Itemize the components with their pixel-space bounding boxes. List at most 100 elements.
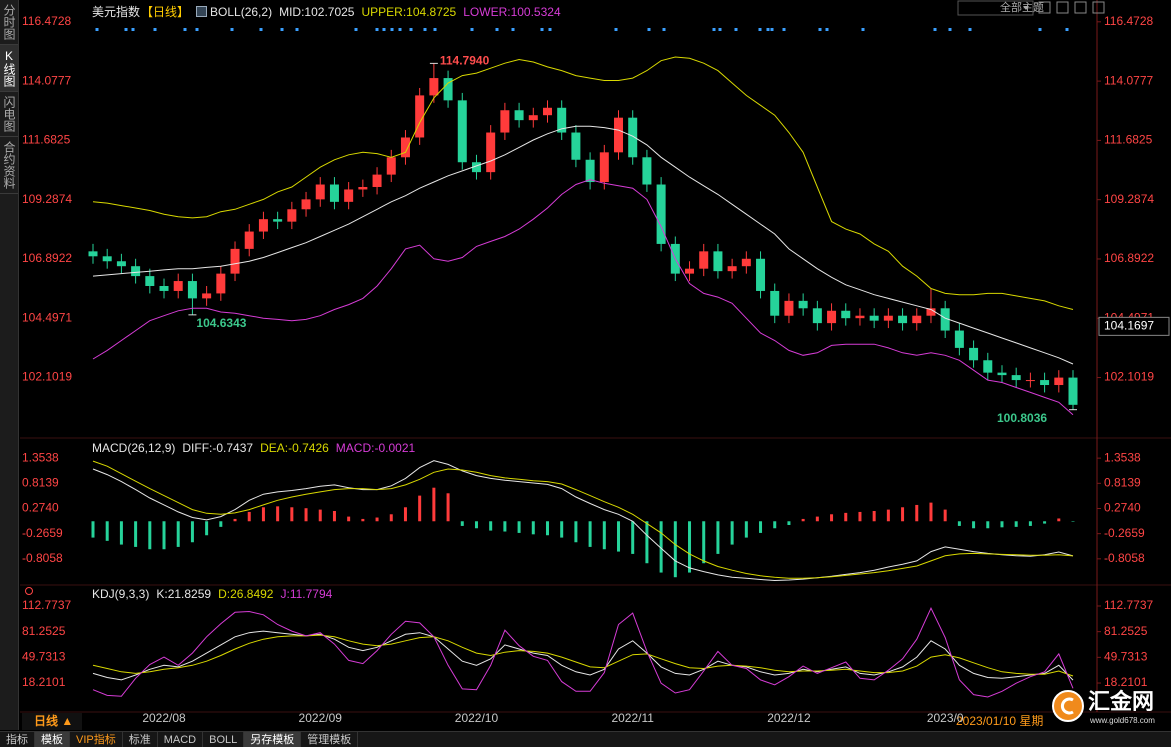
kdj-marker (25, 587, 33, 595)
x-tick-label: 2022/11 (611, 711, 654, 725)
y-tick-label-right: 112.7737 (1104, 598, 1153, 612)
macd-bar (460, 521, 464, 526)
legend-value: 104.8725 (406, 4, 457, 19)
legend-item: K:21.8259 (156, 587, 211, 601)
candle-body (429, 78, 439, 96)
y-tick-label-right: 49.7313 (1104, 650, 1148, 664)
tool-icon[interactable] (1074, 1, 1087, 14)
event-dot (766, 28, 770, 31)
x-tick-label: 2023/0 (927, 711, 964, 725)
candle-body (443, 78, 453, 101)
toolbar-tab[interactable]: 标准 (123, 732, 158, 747)
event-dot (968, 28, 972, 31)
extreme-label: 104.6343 (196, 316, 246, 330)
event-dot (124, 28, 128, 31)
candle-body (116, 261, 126, 267)
legend-name: MACD: (335, 441, 375, 455)
extreme-label: 114.7940 (440, 54, 490, 68)
macd-bar (773, 521, 777, 529)
macd-bar (659, 521, 663, 573)
event-dot (375, 28, 379, 31)
toolbar-tab[interactable]: 管理模板 (301, 732, 359, 747)
y-tick-label-right: 81.2525 (1104, 624, 1148, 638)
y-tick-label-right: 102.1019 (1104, 370, 1154, 384)
cursor-value-box (1098, 316, 1170, 336)
x-tick-label: 2022/09 (299, 711, 343, 725)
macd-bar (91, 521, 95, 538)
legend-value: -0.7426 (288, 441, 329, 455)
theme-button-label[interactable]: 全部主题 (1000, 0, 1044, 14)
toolbar-tab[interactable]: MACD (158, 732, 204, 747)
macd-bar (190, 521, 194, 543)
macd-bar (247, 511, 251, 522)
y-tick-label: 109.2874 (22, 192, 72, 206)
period-button[interactable] (22, 713, 82, 730)
event-dot (1065, 28, 1069, 31)
bottom-toolbar: 指标 模板 VIP指标 标准 MACD BOLL 另存模板 管理模板 (0, 731, 1171, 747)
candle-body (173, 281, 183, 291)
y-tick-label: 1.3538 (22, 450, 59, 464)
event-dot (131, 28, 135, 31)
macd-bar (886, 509, 890, 522)
macd-bar (304, 508, 308, 522)
macd-bar (872, 511, 876, 522)
toolbar-tab[interactable]: VIP指标 (70, 732, 123, 747)
y-tick-label-right: 116.4728 (1104, 14, 1153, 28)
macd-bar (276, 506, 280, 522)
tool-icon[interactable] (1038, 1, 1051, 14)
legend-item: UPPER:104.8725 (361, 5, 456, 19)
tool-icon[interactable] (1056, 1, 1069, 14)
toolbar-tab[interactable]: BOLL (203, 732, 245, 747)
y-tick-label: 116.4728 (22, 14, 71, 28)
macd-bar (957, 521, 961, 526)
period-button-label[interactable]: 日线 ▲ (34, 713, 73, 728)
candle-body (954, 330, 964, 348)
macd-bar (929, 502, 933, 522)
y-tick-label-right: 18.2101 (1104, 675, 1148, 689)
candle-body (869, 315, 879, 321)
event-dot (390, 28, 394, 31)
candle-body (699, 251, 709, 269)
candle-body (230, 248, 240, 274)
toolbar-tab[interactable]: 模板 (35, 732, 70, 747)
tool-icon[interactable] (1092, 1, 1105, 14)
sidebar-tab[interactable]: 闪电图 (0, 92, 18, 137)
legend: KDJ(9,3,3) K:21.8259 D:26.8492 J:11.7794 (92, 587, 332, 601)
macd-bar (531, 521, 535, 535)
toolbar-tab[interactable]: 另存模板 (244, 732, 302, 747)
candle-body (287, 209, 297, 222)
legend-value: -0.7437 (212, 441, 254, 455)
candle-body (656, 184, 666, 244)
event-dot (933, 28, 937, 31)
candle-body (372, 174, 382, 187)
theme-button[interactable] (957, 0, 1034, 16)
sidebar: 分时图 K线图 闪电图 合约资料 (0, 0, 19, 730)
event-dot (423, 28, 427, 31)
x-tick-label: 2022/12 (767, 711, 811, 725)
y-tick-label: 0.8139 (22, 475, 59, 489)
sidebar-tab[interactable]: K线图 (0, 45, 18, 92)
event-dot (818, 28, 822, 31)
candle-body (571, 132, 581, 160)
toolbar-tab[interactable]: 指标 (0, 732, 35, 747)
legend-name: UPPER: (361, 4, 407, 19)
candle-body (983, 360, 993, 373)
candle-body (940, 308, 950, 331)
sidebar-tab[interactable]: 合约资料 (0, 137, 18, 194)
macd-bar (986, 521, 990, 529)
macd-bar (1014, 521, 1018, 527)
candle-body (216, 273, 226, 294)
sidebar-tab[interactable]: 分时图 (0, 0, 18, 45)
macd-bar (1071, 521, 1075, 522)
legend-period: 【日线】 (141, 5, 190, 19)
macd-bar (844, 512, 848, 522)
candle-body (1040, 380, 1050, 386)
macd-bar (446, 493, 450, 522)
event-dot (782, 28, 786, 31)
candle-body (159, 286, 169, 291)
x-tick-label: 2022/10 (455, 711, 499, 725)
macd-bar (290, 507, 294, 522)
candle-body (599, 152, 609, 183)
event-dot (540, 28, 544, 31)
